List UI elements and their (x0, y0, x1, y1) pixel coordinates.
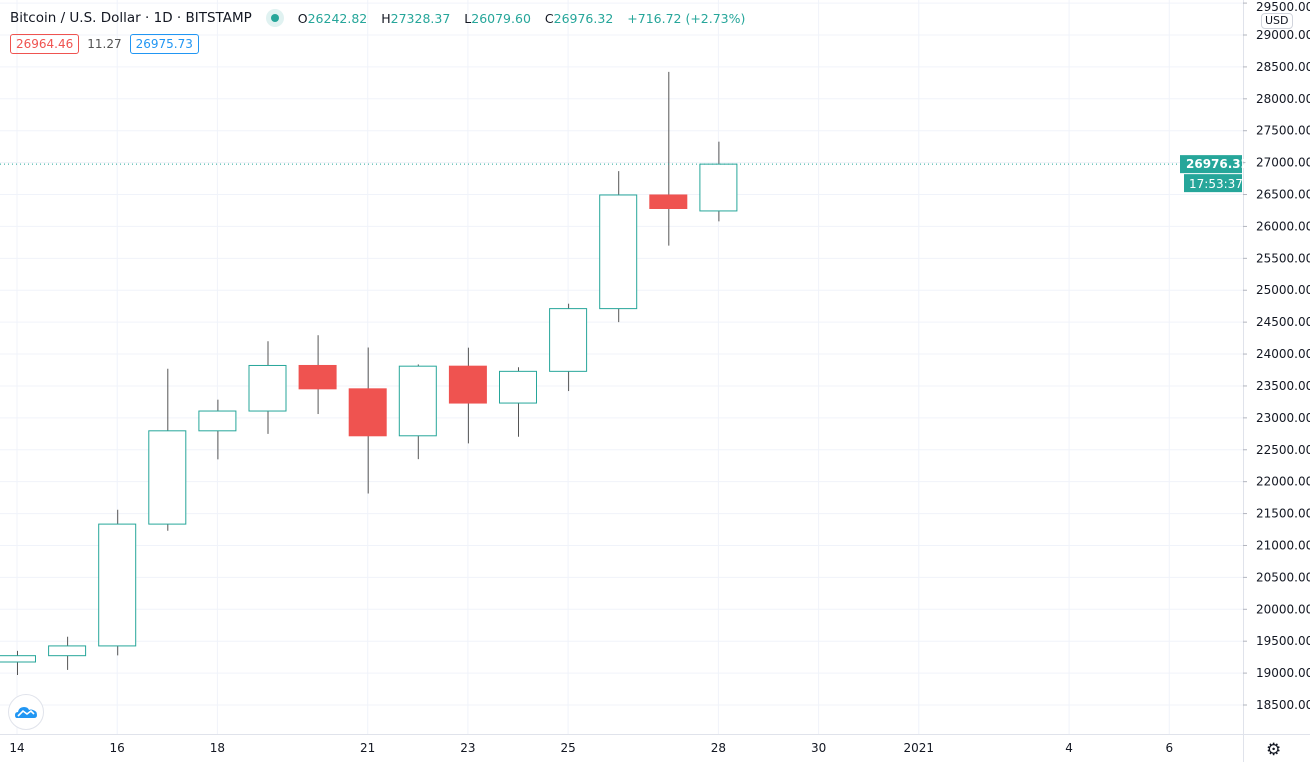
x-tick-label: 2021 (904, 741, 935, 755)
candle-bullish (198, 410, 237, 432)
y-tick-label: 29000.00 (1256, 28, 1310, 42)
close-value: 26976.32 (553, 10, 614, 26)
y-tick-label: 23000.00 (1256, 411, 1310, 425)
candle-bearish (348, 388, 387, 437)
y-tick-label: 28000.00 (1256, 92, 1310, 106)
candle-bearish (649, 194, 688, 209)
symbol-title[interactable]: Bitcoin / U.S. Dollar · 1D · BITSTAMP (10, 10, 252, 26)
y-tick-label: 20000.00 (1256, 602, 1310, 616)
y-tick-label: 24500.00 (1256, 315, 1310, 329)
y-tick-label: 27000.00 (1256, 156, 1310, 170)
sell-button[interactable]: 26964.46 (10, 34, 80, 54)
y-tick-label: 19500.00 (1256, 634, 1310, 648)
x-tick-label: 30 (811, 741, 826, 755)
x-tick-label: 25 (560, 741, 575, 755)
market-open-dot-icon (265, 9, 284, 27)
countdown-badge (1184, 174, 1242, 193)
last-price-badge (1180, 155, 1242, 174)
candle-bullish (248, 364, 287, 412)
y-tick-label: 28500.00 (1256, 60, 1310, 74)
x-tick-label: 4 (1065, 741, 1073, 755)
candle-bullish (699, 163, 738, 212)
countdown-label: 17:53:37 (1189, 177, 1243, 191)
candle-bullish (499, 370, 537, 404)
y-tick-label: 23500.00 (1256, 379, 1310, 393)
change-value: +716.72 (+2.73%) (627, 10, 746, 26)
tradingview-cloud-icon[interactable] (8, 694, 44, 730)
buy-button[interactable]: 26975.73 (129, 34, 199, 54)
candle-bullish (599, 194, 638, 310)
y-tick-label: 22000.00 (1256, 475, 1310, 489)
low-value: 26079.60 (471, 10, 531, 26)
y-tick-label: 22500.00 (1256, 443, 1310, 457)
y-tick-label: 26000.00 (1256, 219, 1310, 233)
x-tick-label: 14 (9, 741, 24, 755)
candle-bearish (448, 365, 487, 404)
candle-bullish (98, 523, 137, 647)
y-tick-label: 29500.00 (1256, 0, 1310, 14)
x-tick-label: 23 (460, 741, 475, 755)
spread-value: 11.27 (87, 37, 122, 51)
high-value: 27328.37 (390, 10, 451, 26)
y-tick-label: 25500.00 (1256, 251, 1310, 265)
candle-bullish (549, 308, 588, 372)
candle-bearish (298, 364, 337, 390)
x-tick-label: 16 (110, 741, 125, 755)
y-tick-label: 24000.00 (1256, 347, 1310, 361)
y-tick-label: 21000.00 (1256, 538, 1310, 552)
x-tick-label: 21 (360, 741, 375, 755)
candle-bullish (48, 645, 87, 657)
candle-bullish (148, 430, 187, 525)
y-tick-label: 27500.00 (1256, 124, 1310, 138)
x-tick-label: 18 (210, 741, 225, 755)
x-tick-label: 28 (711, 741, 726, 755)
gear-icon[interactable]: ⚙ (1266, 740, 1282, 760)
y-tick-label: 21500.00 (1256, 507, 1310, 521)
y-tick-label: 18500.00 (1256, 698, 1310, 712)
y-tick-label: 25000.00 (1256, 283, 1310, 297)
last-price-label: 26976.32 (1186, 157, 1249, 171)
currency-button[interactable]: USD (1261, 13, 1293, 29)
chart-legend: Bitcoin / U.S. Dollar · 1D · BITSTAMP O2… (10, 9, 750, 27)
y-tick-label: 19000.00 (1256, 666, 1310, 680)
bid-ask: 26964.46 11.27 26975.73 (10, 34, 199, 54)
x-tick-label: 6 (1165, 741, 1173, 755)
candle-bullish (398, 365, 437, 437)
candle-bullish (0, 655, 36, 663)
ohlc-values: O26242.82 H27328.37 L26079.60 C26976.32 … (297, 10, 746, 26)
y-tick-label: 26500.00 (1256, 188, 1310, 202)
y-tick-label: 20500.00 (1256, 570, 1310, 584)
open-value: 26242.82 (307, 10, 368, 26)
